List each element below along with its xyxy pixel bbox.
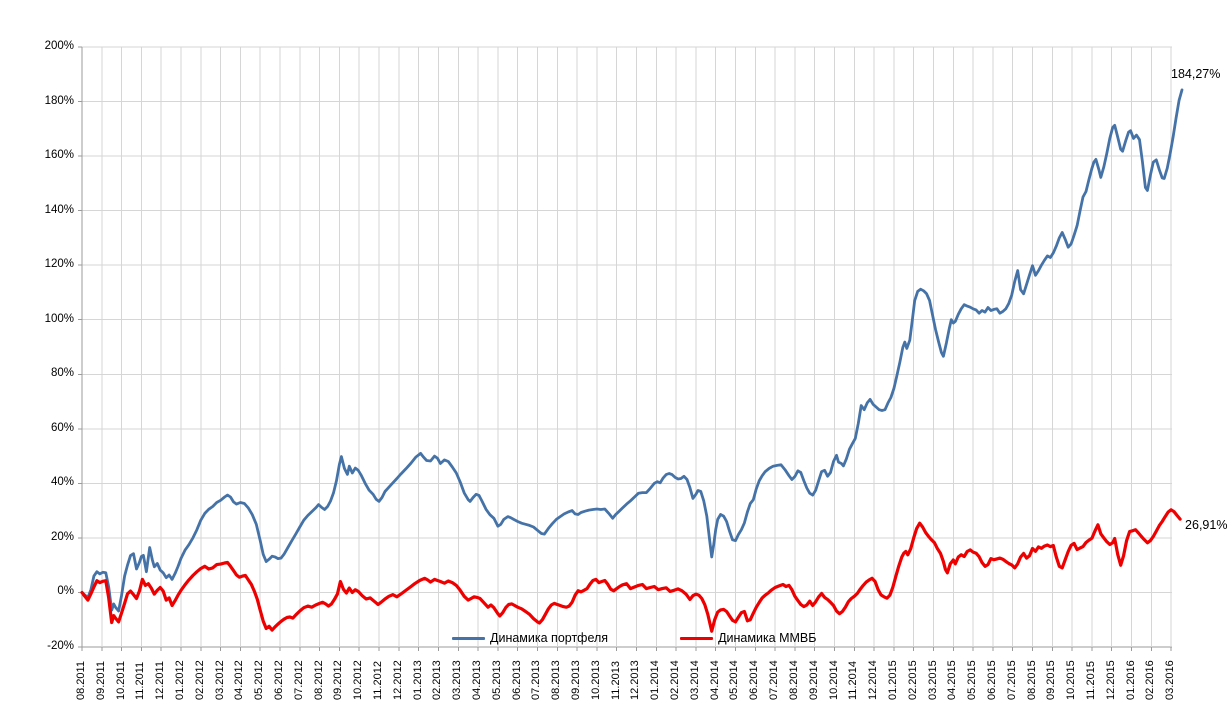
x-axis-tick-label: 03.2014 <box>688 660 701 700</box>
x-axis-tick-label: 02.2015 <box>906 660 919 700</box>
x-axis-tick-label: 12.2014 <box>867 660 880 700</box>
x-axis-tick-label: 04.2012 <box>233 660 246 700</box>
x-axis-tick-label: 11.2014 <box>847 661 860 700</box>
x-axis-tick-label: 01.2013 <box>411 660 424 700</box>
x-axis-tick-label: 02.2012 <box>193 660 206 700</box>
x-axis-tick-label: 10.2014 <box>827 660 840 700</box>
x-axis-tick-label: 10.2012 <box>352 660 365 700</box>
x-axis-tick-label: 11.2013 <box>609 661 622 700</box>
y-axis-tick-label: 20% <box>50 530 74 543</box>
x-axis-tick-label: 06.2012 <box>273 660 286 700</box>
x-axis-tick-label: 03.2012 <box>213 660 226 700</box>
x-axis-tick-label: 07.2013 <box>530 660 543 700</box>
micex-line-swatch <box>680 636 714 640</box>
x-axis-tick-label: 04.2013 <box>471 660 484 700</box>
legend-item-portfolio: Динамика портфеля <box>452 631 608 645</box>
legend-label-portfolio: Динамика портфеля <box>490 631 609 645</box>
x-axis-tick-label: 06.2014 <box>748 660 761 700</box>
x-axis-tick-label: 08.2011 <box>75 661 87 700</box>
x-axis-tick-label: 01.2016 <box>1124 660 1137 700</box>
x-axis-tick-label: 09.2011 <box>94 661 107 700</box>
x-axis-tick-label: 04.2014 <box>708 660 721 700</box>
x-axis-tick-label: 06.2013 <box>510 660 523 700</box>
x-axis-tick-label: 05.2015 <box>966 660 979 700</box>
x-axis-tick-label: 09.2013 <box>570 660 583 700</box>
x-axis-tick-label: 05.2013 <box>490 660 503 700</box>
y-axis-tick-label: 100% <box>44 312 74 325</box>
legend: Динамика портфеля Динамика ММВБ <box>452 631 816 645</box>
series-line <box>80 508 1182 633</box>
x-axis-tick-label: 05.2012 <box>253 660 266 700</box>
x-axis-tick-label: 09.2015 <box>1045 660 1058 700</box>
x-axis-tick-label: 07.2012 <box>292 660 305 700</box>
x-axis-tick-label: 12.2011 <box>154 661 167 700</box>
x-axis-tick-label: 02.2013 <box>431 660 444 700</box>
x-axis-tick-label: 08.2013 <box>550 660 563 700</box>
x-axis-tick-label: 12.2012 <box>391 660 404 700</box>
x-axis-tick-label: 03.2013 <box>451 660 464 700</box>
x-axis-tick-label: 10.2011 <box>114 661 127 700</box>
x-axis-tick-label: 03.2016 <box>1164 660 1177 700</box>
y-axis-tick-label: 80% <box>50 367 74 380</box>
y-axis-tick-label: -20% <box>47 640 74 652</box>
legend-label-micex: Динамика ММВБ <box>718 631 817 645</box>
portfolio-line-swatch <box>452 636 485 640</box>
y-axis-tick-label: 60% <box>50 421 74 434</box>
x-axis-tick-label: 05.2014 <box>728 660 741 700</box>
portfolio-end-value-label: 184,27% <box>1171 66 1221 81</box>
x-axis-tick-label: 08.2012 <box>312 660 325 700</box>
x-axis-tick-label: 07.2015 <box>1005 660 1018 700</box>
x-axis-tick-label: 11.2015 <box>1084 661 1097 700</box>
x-axis-tick-label: 03.2015 <box>926 660 939 700</box>
micex-end-value-label: 26,91% <box>1185 518 1228 533</box>
x-axis-tick-label: 02.2016 <box>1144 660 1157 700</box>
x-axis-tick-label: 12.2013 <box>629 660 642 700</box>
series-line <box>80 88 1184 613</box>
x-axis-tick-label: 08.2015 <box>1025 660 1038 700</box>
x-axis-tick-label: 02.2014 <box>669 660 682 700</box>
x-axis-tick-label: 08.2014 <box>787 660 800 700</box>
x-axis-tick-label: 10.2013 <box>589 660 602 700</box>
x-axis-tick-label: 04.2015 <box>946 660 959 700</box>
x-axis-tick-label: 09.2012 <box>332 660 345 700</box>
x-axis-tick-label: 10.2015 <box>1065 660 1078 700</box>
x-axis-tick-label: 01.2015 <box>886 660 899 700</box>
y-axis-tick-label: 160% <box>44 149 74 162</box>
x-axis-tick-label: 01.2012 <box>174 660 186 700</box>
x-axis-tick-label: 11.2011 <box>134 661 147 700</box>
x-axis-tick-label: 12.2015 <box>1104 660 1117 700</box>
x-axis-tick-label: 07.2014 <box>768 660 781 700</box>
x-axis-tick-label: 06.2015 <box>985 660 998 700</box>
x-axis-tick-label: 11.2012 <box>372 661 385 700</box>
legend-item-micex: Динамика ММВБ <box>680 631 816 645</box>
y-axis-tick-label: 40% <box>50 476 74 489</box>
y-axis-tick-label: 140% <box>44 203 74 216</box>
y-axis-tick-label: 200% <box>44 40 74 52</box>
x-axis-tick-label: 01.2014 <box>649 660 662 700</box>
x-axis-tick-label: 09.2014 <box>807 660 820 700</box>
y-axis-tick-label: 120% <box>44 258 74 271</box>
y-axis-tick-label: 0% <box>57 585 74 598</box>
y-axis-tick-label: 180% <box>44 94 74 107</box>
